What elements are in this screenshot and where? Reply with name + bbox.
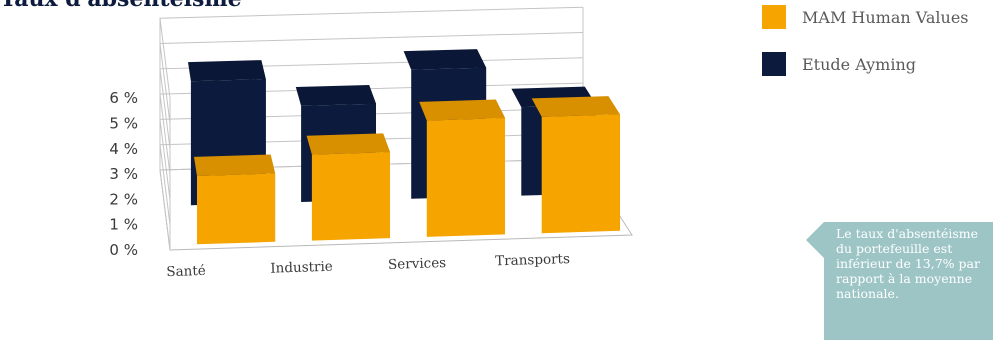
bar-mam-0	[194, 154, 276, 245]
callout-pointer	[806, 222, 824, 258]
callout-note: Le taux d'absentéisme du portefeuille es…	[824, 222, 993, 340]
x-tick-label: Transports	[495, 251, 570, 269]
y-tick-label: 0 %	[109, 241, 138, 259]
bar-top	[419, 99, 505, 121]
legend-item-mam-human-values: MAM Human Values	[762, 2, 969, 32]
bar-top	[188, 60, 266, 82]
bar-mam-2	[419, 99, 505, 237]
chart-bars	[188, 49, 620, 245]
legend-label-mam-human-values: MAM Human Values	[802, 7, 969, 27]
y-tick-label: 2 %	[109, 190, 138, 208]
chart-legend: MAM Human Values Etude Ayming	[762, 2, 969, 96]
y-tick-label: 5 %	[109, 115, 138, 133]
legend-swatch-etude-ayming	[762, 52, 786, 76]
bar-top	[295, 85, 376, 106]
bar-top	[403, 49, 487, 70]
chart-title: Taux d'absentéisme	[0, 0, 242, 12]
bar-chart-3d: 0 % 1 % 2 % 3 % 4 % 5 % 6 % Santé Industrie Serv…	[109, 6, 633, 280]
y-tick-label: 1 %	[109, 216, 138, 234]
y-tick-label: 6 %	[109, 89, 138, 107]
legend-swatch-mam-human-values	[762, 5, 786, 29]
bar-mam-3	[531, 96, 620, 234]
bar-front	[311, 152, 390, 241]
x-tick-label: Industrie	[270, 259, 333, 277]
legend-label-etude-ayming: Etude Ayming	[802, 54, 916, 74]
x-tick-label: Santé	[166, 263, 206, 280]
bar-mam-1	[306, 133, 390, 241]
legend-item-etude-ayming: Etude Ayming	[762, 49, 969, 79]
y-axis-ticks: 0 % 1 % 2 % 3 % 4 % 5 % 6 %	[109, 89, 138, 259]
bar-front	[197, 173, 276, 245]
x-tick-label: Services	[388, 255, 447, 273]
y-tick-label: 4 %	[109, 140, 138, 158]
y-tick-label: 3 %	[109, 165, 138, 183]
bar-front	[426, 118, 505, 237]
bar-front	[541, 114, 620, 234]
bar-top	[194, 154, 276, 176]
bar-top	[306, 133, 390, 155]
x-axis-labels: Santé Industrie Services Transports	[166, 251, 570, 280]
bar-top	[531, 96, 620, 117]
